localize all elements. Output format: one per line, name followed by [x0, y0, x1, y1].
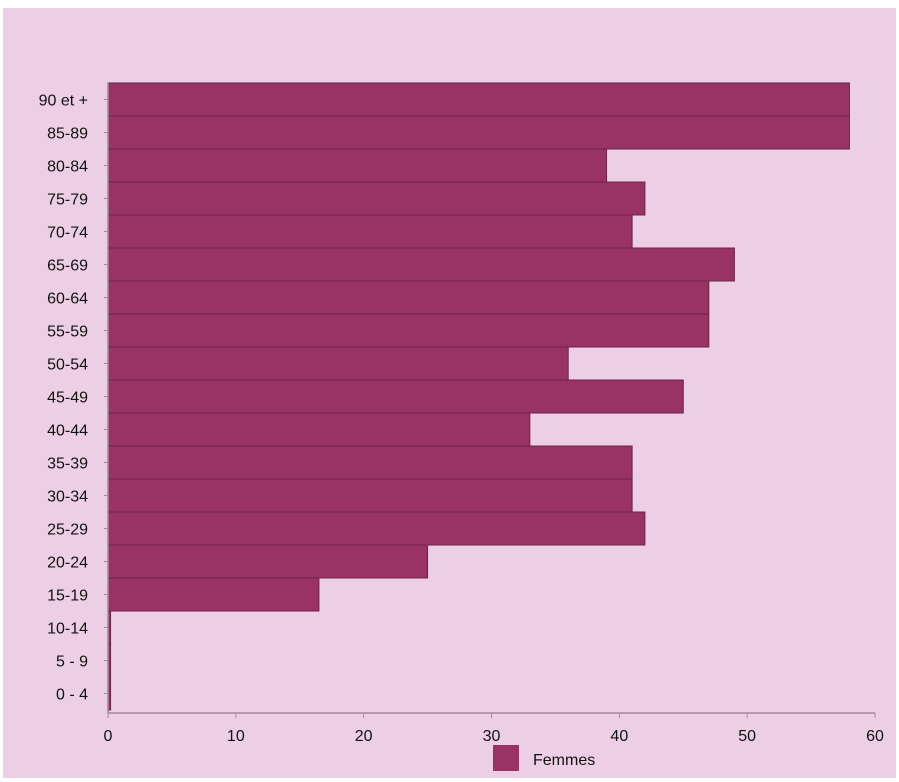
x-tick-labels-group: 0 10 20 30 40 50 60 [104, 728, 884, 745]
bar-75-79 [107, 181, 646, 216]
category-label: 65-69 [47, 258, 88, 275]
category-label: 75-79 [47, 192, 88, 209]
bar-15-19 [107, 577, 320, 612]
category-label: 60-64 [47, 291, 88, 308]
category-label: 5 - 9 [56, 654, 88, 671]
bar-90-et- [107, 82, 850, 117]
bar-50-54 [107, 346, 569, 381]
category-label: 55-59 [47, 324, 88, 341]
category-label: 70-74 [47, 225, 88, 242]
x-tick-label: 30 [483, 728, 501, 745]
category-label: 10-14 [47, 621, 88, 638]
category-label: 35-39 [47, 456, 88, 473]
category-label: 25-29 [47, 522, 88, 539]
bar-30-34 [107, 478, 633, 513]
x-tick-label: 0 [104, 728, 113, 745]
legend-label: Femmes [533, 752, 595, 769]
bar-70-74 [107, 214, 633, 249]
bar-chart: 90 et + 85-89 80-84 75-79 70-74 65-69 60-64 55-… [39, 82, 884, 771]
bar-65-69 [107, 247, 735, 282]
category-labels-group: 90 et + 85-89 80-84 75-79 70-74 65-69 60-64 55-… [39, 93, 88, 704]
chart-frame: 90 et + 85-89 80-84 75-79 70-74 65-69 60-64 55-… [3, 8, 896, 778]
x-tick-label: 50 [738, 728, 756, 745]
bar-25-29 [107, 511, 646, 546]
category-label: 40-44 [47, 423, 88, 440]
x-tick-label: 40 [610, 728, 628, 745]
bar-60-64 [107, 280, 710, 315]
bar-55-59 [107, 313, 710, 348]
category-label: 50-54 [47, 357, 88, 374]
category-label: 30-34 [47, 489, 88, 506]
bar-40-44 [107, 412, 531, 447]
legend-swatch [493, 745, 519, 771]
legend: Femmes [493, 745, 595, 771]
x-tick-label: 20 [355, 728, 373, 745]
category-label: 90 et + [39, 93, 88, 110]
category-label: 15-19 [47, 588, 88, 605]
category-label: 45-49 [47, 390, 88, 407]
category-label: 80-84 [47, 159, 88, 176]
bar-35-39 [107, 445, 633, 480]
bar-20-24 [107, 544, 429, 579]
category-label: 0 - 4 [56, 687, 88, 704]
bar-85-89 [107, 115, 850, 150]
bar-80-84 [107, 148, 608, 183]
axes-group [104, 83, 876, 718]
bar-45-49 [107, 379, 684, 414]
bars-group [107, 82, 850, 711]
category-label: 20-24 [47, 555, 88, 572]
category-label: 85-89 [47, 126, 88, 143]
x-tick-label: 10 [227, 728, 245, 745]
x-tick-label: 60 [866, 728, 884, 745]
